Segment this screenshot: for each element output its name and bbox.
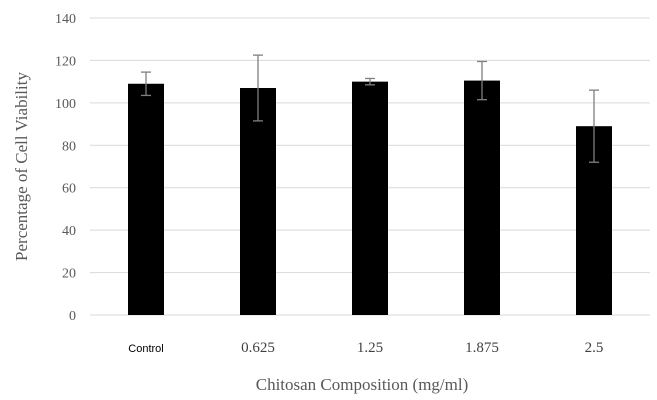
y-tick-label: 40	[62, 224, 76, 239]
y-axis-title: Percentage of Cell Viability	[12, 72, 31, 261]
error-bar-3	[477, 60, 487, 101]
y-tick-label: 140	[55, 12, 76, 27]
error-bar-1	[253, 54, 263, 122]
y-tick-labels: 0 20 40 60 80 100 120 140	[55, 12, 76, 324]
x-tick-label: 2.5	[585, 340, 604, 356]
bar-1	[240, 88, 276, 315]
x-tick-labels: Control 0.625 1.25 1.875 2.5	[128, 340, 603, 356]
y-tick-label: 20	[62, 267, 76, 282]
bars	[128, 80, 612, 316]
x-tick-label: 0.625	[241, 340, 275, 356]
bar-0	[128, 83, 164, 315]
x-tick-label: 1.875	[465, 340, 499, 356]
y-tick-label: 100	[55, 97, 76, 112]
x-tick-label: Control	[128, 343, 163, 355]
y-tick-label: 120	[55, 54, 76, 69]
error-bars	[141, 54, 599, 163]
x-axis-title: Chitosan Composition (mg/ml)	[256, 375, 469, 394]
x-tick-label: 1.25	[357, 340, 383, 356]
y-tick-label: 60	[62, 182, 76, 197]
y-tick-label: 0	[69, 309, 76, 324]
error-bar-0	[141, 71, 151, 97]
y-tick-label: 80	[62, 139, 76, 154]
bar-2	[352, 81, 388, 316]
bar-3	[464, 80, 500, 315]
error-bar-2	[365, 77, 375, 86]
error-bar-4	[589, 89, 599, 163]
